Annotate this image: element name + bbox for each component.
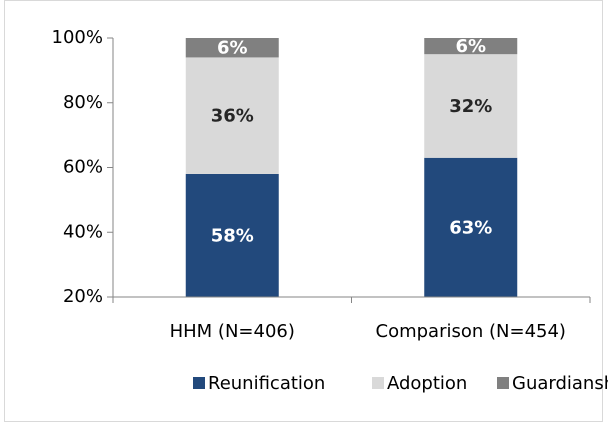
- bar-segment: [424, 54, 518, 158]
- y-tick-label: 100%: [52, 27, 103, 48]
- legend-label: Adoption: [387, 373, 467, 394]
- legend-label: Reunification: [208, 373, 325, 394]
- data-label: 58%: [211, 225, 254, 246]
- y-tick-label: 20%: [63, 286, 103, 307]
- legend-swatch: [497, 377, 509, 389]
- legend-swatch: [372, 377, 384, 389]
- bar-segment: [424, 157, 518, 297]
- data-label: 36%: [211, 106, 254, 127]
- legend-label: Guardianship: [512, 373, 608, 394]
- y-tick-label: 80%: [63, 92, 103, 113]
- data-label: 32%: [449, 96, 492, 117]
- data-label: 6%: [455, 36, 486, 57]
- bar-segment: [424, 38, 518, 55]
- x-tick-label: Comparison (N=454): [376, 321, 566, 342]
- legend-swatch: [193, 377, 205, 389]
- y-tick-label: 60%: [63, 157, 103, 178]
- bar-segment: [185, 173, 279, 297]
- plot-area: [185, 38, 518, 297]
- bar-segment: [185, 38, 279, 58]
- data-label: 6%: [217, 38, 248, 59]
- x-tick-label: HHM (N=406): [170, 321, 295, 342]
- bar-segment: [185, 57, 279, 174]
- data-label: 63%: [449, 217, 492, 238]
- y-tick-label: 40%: [63, 221, 103, 242]
